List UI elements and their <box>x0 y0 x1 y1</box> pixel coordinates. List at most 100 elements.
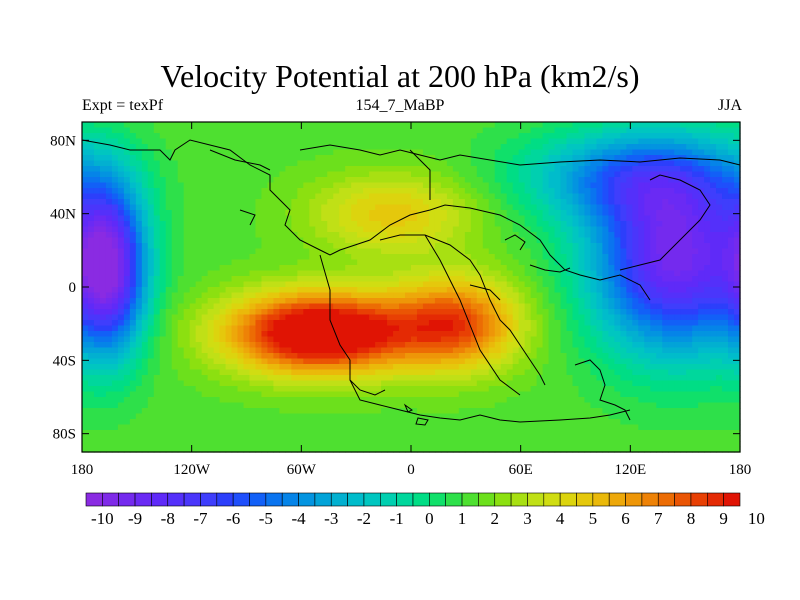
field-cell <box>291 166 298 173</box>
field-cell <box>273 177 280 184</box>
field-cell <box>231 210 239 217</box>
field-cell <box>237 133 245 140</box>
field-cell <box>321 133 328 140</box>
field-cell <box>117 353 125 360</box>
field-cell <box>297 210 304 217</box>
field-cell <box>159 160 167 167</box>
field-cell <box>638 237 645 244</box>
field-cell <box>399 237 406 244</box>
field-cell <box>626 204 633 211</box>
field-cell <box>141 215 149 222</box>
field-cell <box>87 149 95 156</box>
field-cell <box>321 166 328 173</box>
field-cell <box>494 138 502 145</box>
field-cell <box>632 248 639 255</box>
field-cell <box>542 292 550 299</box>
field-cell <box>608 309 615 316</box>
field-cell <box>584 232 592 239</box>
field-cell <box>135 199 143 206</box>
field-cell <box>351 138 358 145</box>
field-cell <box>225 171 233 178</box>
field-cell <box>446 303 454 310</box>
field-cell <box>207 342 215 349</box>
field-cell <box>375 144 382 151</box>
field-cell <box>728 127 735 134</box>
field-cell <box>608 182 615 189</box>
field-cell <box>411 342 418 349</box>
field-cell <box>734 204 741 211</box>
field-cell <box>428 364 436 371</box>
field-cell <box>428 182 436 189</box>
field-cell <box>560 336 568 343</box>
field-cell <box>381 221 388 228</box>
field-cell <box>656 248 663 255</box>
field-cell <box>614 160 621 167</box>
field-cell <box>482 336 490 343</box>
field-cell <box>422 210 430 217</box>
field-cell <box>267 177 275 184</box>
field-cell <box>315 243 322 250</box>
field-cell <box>357 298 364 305</box>
field-cell <box>285 232 292 239</box>
field-cell <box>171 331 179 338</box>
field-cell <box>686 364 693 371</box>
field-cell <box>590 155 598 162</box>
field-cell <box>159 188 167 195</box>
field-cell <box>213 237 221 244</box>
field-cell <box>470 144 478 151</box>
field-cell <box>267 127 275 134</box>
field-cell <box>165 314 173 321</box>
field-cell <box>297 149 304 156</box>
field-cell <box>369 210 376 217</box>
field-cell <box>375 133 382 140</box>
field-cell <box>243 215 251 222</box>
field-cell <box>710 248 717 255</box>
field-cell <box>243 166 251 173</box>
field-cell <box>608 204 615 211</box>
field-cell <box>381 243 388 250</box>
field-cell <box>327 199 334 206</box>
field-cell <box>309 232 316 239</box>
field-cell <box>165 171 173 178</box>
field-cell <box>207 309 215 316</box>
field-cell <box>548 127 556 134</box>
field-cell <box>692 254 699 261</box>
field-cell <box>572 133 580 140</box>
field-cell <box>698 248 705 255</box>
field-cell <box>452 182 460 189</box>
field-cell <box>704 320 711 327</box>
field-cell <box>111 226 119 233</box>
field-cell <box>141 188 149 195</box>
field-cell <box>165 281 173 288</box>
field-cell <box>548 171 556 178</box>
field-cell <box>171 193 179 200</box>
field-cell <box>692 259 699 266</box>
field-cell <box>345 122 352 129</box>
field-cell <box>327 358 334 365</box>
field-cell <box>249 325 257 332</box>
field-cell <box>111 155 119 162</box>
field-cell <box>554 303 562 310</box>
field-cell <box>291 342 298 349</box>
field-cell <box>608 353 615 360</box>
field-cell <box>650 298 657 305</box>
field-cell <box>644 155 651 162</box>
field-cell <box>393 325 400 332</box>
field-cell <box>632 144 639 151</box>
field-cell <box>327 270 334 277</box>
field-cell <box>482 364 490 371</box>
field-cell <box>327 325 334 332</box>
field-cell <box>189 303 197 310</box>
field-cell <box>165 188 173 195</box>
field-cell <box>189 298 197 305</box>
field-cell <box>452 248 460 255</box>
field-cell <box>99 298 107 305</box>
field-cell <box>728 232 735 239</box>
field-cell <box>105 166 113 173</box>
field-cell <box>291 204 298 211</box>
field-cell <box>273 204 280 211</box>
field-cell <box>716 287 723 294</box>
field-cell <box>620 298 627 305</box>
field-cell <box>638 314 645 321</box>
field-cell <box>387 237 394 244</box>
